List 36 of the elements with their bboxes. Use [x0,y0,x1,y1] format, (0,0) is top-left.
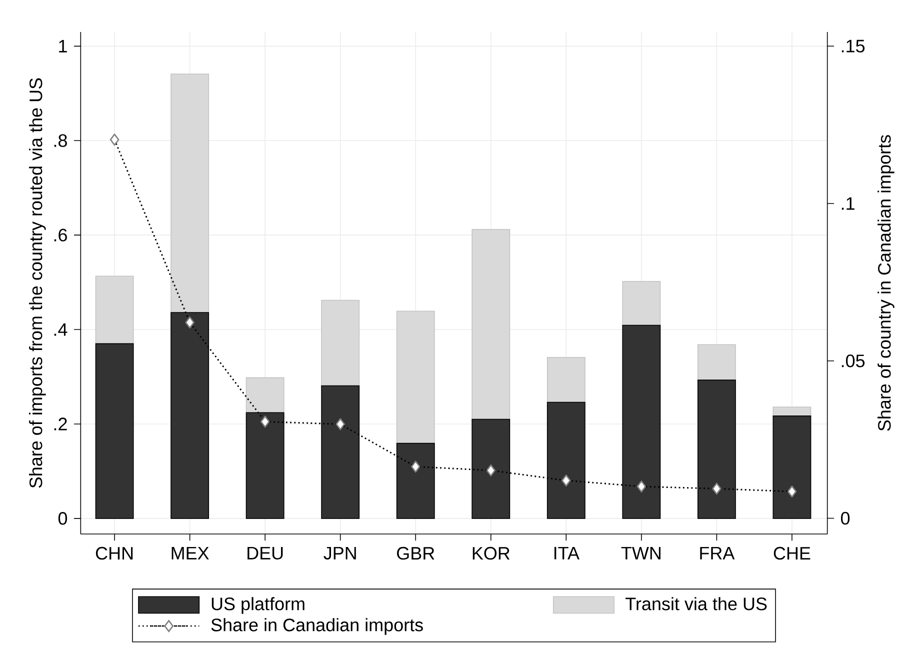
bar [546,356,586,403]
y2-axis-title: Share of country in Canadian imports [878,135,894,431]
y2-tick-label: .1 [842,197,854,210]
legend-label: Transit via the US [626,597,767,610]
y-tick-label: .8 [54,134,67,147]
y-axis-title: Share of imports from the country routed via the US [29,78,46,488]
x-tick-label: JPN [324,546,356,560]
x-tick-label: MEX [172,546,209,560]
y-tick-label: .6 [54,228,67,242]
x-tick-label: DEU [248,546,283,560]
x-tick-label: ITA [554,546,580,560]
x-tick-label: GBR [397,546,434,560]
x-tick-label: CHN [96,546,133,560]
legend-label: Share in Canadian imports [211,618,423,635]
y-tick-label: .2 [54,418,67,430]
x-tick-label: CHE [774,546,810,560]
y-tick-label: 0 [58,512,68,525]
y2-tick-label: .15 [842,40,865,52]
y-tick-label: 1 [59,40,67,52]
x-tick-label: TWN [621,546,660,560]
y2-tick-label: 0 [840,512,850,525]
bar [170,74,210,313]
bar [396,310,435,444]
y-tick-label: .4 [54,323,68,336]
bar [246,377,284,414]
bar [472,228,510,420]
x-tick-label: KOR [472,546,510,560]
y2-tick-label: .05 [842,354,865,368]
x-tick-label: FRA [700,546,735,560]
bar [321,300,360,386]
bar [697,344,736,380]
bar [622,280,661,326]
legend-label: US platform [212,597,304,614]
bar [95,276,134,344]
bar [772,406,812,416]
bar [95,343,134,519]
